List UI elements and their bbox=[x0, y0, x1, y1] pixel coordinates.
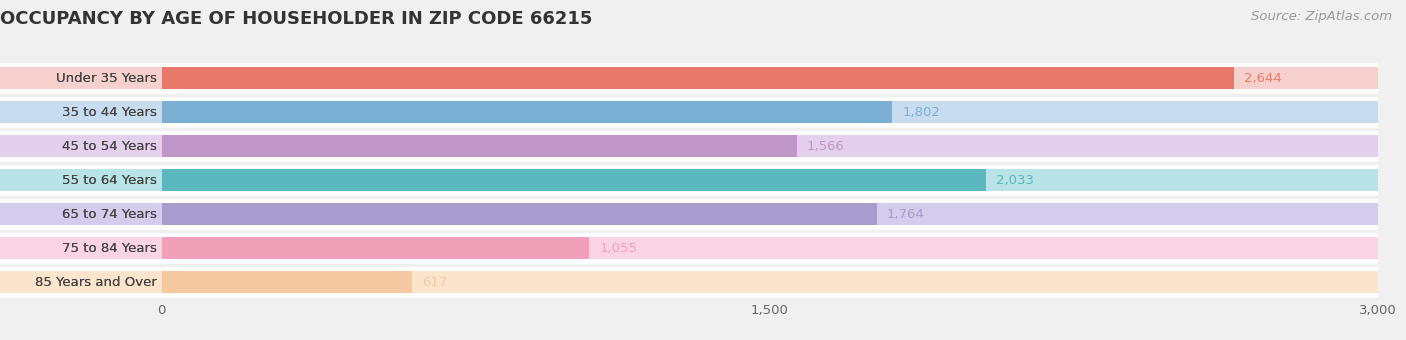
Bar bbox=[162, 135, 1378, 157]
Bar bbox=[162, 271, 1378, 293]
Bar bbox=[162, 169, 986, 191]
Text: 85 Years and Over: 85 Years and Over bbox=[35, 276, 157, 289]
Text: 35 to 44 Years: 35 to 44 Years bbox=[62, 106, 157, 119]
Text: 85 Years and Over: 85 Years and Over bbox=[35, 276, 157, 289]
Bar bbox=[0, 101, 162, 123]
Text: Source: ZipAtlas.com: Source: ZipAtlas.com bbox=[1251, 10, 1392, 23]
Bar bbox=[162, 67, 1378, 89]
Bar bbox=[0, 163, 162, 197]
Text: 2,033: 2,033 bbox=[995, 174, 1033, 187]
Text: 2,644: 2,644 bbox=[1244, 72, 1281, 85]
Bar bbox=[162, 203, 877, 225]
Bar bbox=[162, 203, 1378, 225]
Bar bbox=[162, 265, 1378, 299]
Bar bbox=[0, 95, 162, 129]
Bar bbox=[162, 197, 1378, 231]
Text: 1,055: 1,055 bbox=[599, 242, 637, 255]
Text: 45 to 54 Years: 45 to 54 Years bbox=[62, 140, 157, 153]
Bar bbox=[162, 129, 1378, 163]
Bar bbox=[162, 95, 1378, 129]
Text: 65 to 74 Years: 65 to 74 Years bbox=[62, 208, 157, 221]
Text: 55 to 64 Years: 55 to 64 Years bbox=[62, 174, 157, 187]
Text: 75 to 84 Years: 75 to 84 Years bbox=[62, 242, 157, 255]
Bar bbox=[162, 163, 1378, 197]
Text: 55 to 64 Years: 55 to 64 Years bbox=[62, 174, 157, 187]
Bar bbox=[0, 135, 162, 157]
Bar bbox=[162, 271, 412, 293]
Bar bbox=[162, 231, 1378, 265]
Bar bbox=[0, 129, 162, 163]
Text: Under 35 Years: Under 35 Years bbox=[56, 72, 157, 85]
Bar bbox=[0, 67, 162, 89]
Text: 65 to 74 Years: 65 to 74 Years bbox=[62, 208, 157, 221]
Bar bbox=[162, 101, 1378, 123]
Bar bbox=[0, 237, 162, 259]
Bar bbox=[0, 203, 162, 225]
Bar bbox=[0, 271, 162, 293]
Text: 75 to 84 Years: 75 to 84 Years bbox=[62, 242, 157, 255]
Bar bbox=[0, 61, 162, 95]
Bar bbox=[0, 197, 162, 231]
Bar bbox=[162, 135, 797, 157]
Text: 1,764: 1,764 bbox=[887, 208, 925, 221]
Text: Under 35 Years: Under 35 Years bbox=[56, 72, 157, 85]
Text: 617: 617 bbox=[422, 276, 447, 289]
Bar bbox=[162, 169, 1378, 191]
Bar bbox=[162, 67, 1233, 89]
Text: 1,802: 1,802 bbox=[903, 106, 941, 119]
Bar bbox=[162, 101, 893, 123]
Bar bbox=[0, 169, 162, 191]
Bar bbox=[0, 265, 162, 299]
Bar bbox=[162, 237, 589, 259]
Text: 1,566: 1,566 bbox=[807, 140, 845, 153]
Bar bbox=[0, 231, 162, 265]
Bar bbox=[162, 61, 1378, 95]
Text: 35 to 44 Years: 35 to 44 Years bbox=[62, 106, 157, 119]
Bar bbox=[162, 237, 1378, 259]
Text: OCCUPANCY BY AGE OF HOUSEHOLDER IN ZIP CODE 66215: OCCUPANCY BY AGE OF HOUSEHOLDER IN ZIP C… bbox=[0, 10, 592, 28]
Text: 45 to 54 Years: 45 to 54 Years bbox=[62, 140, 157, 153]
